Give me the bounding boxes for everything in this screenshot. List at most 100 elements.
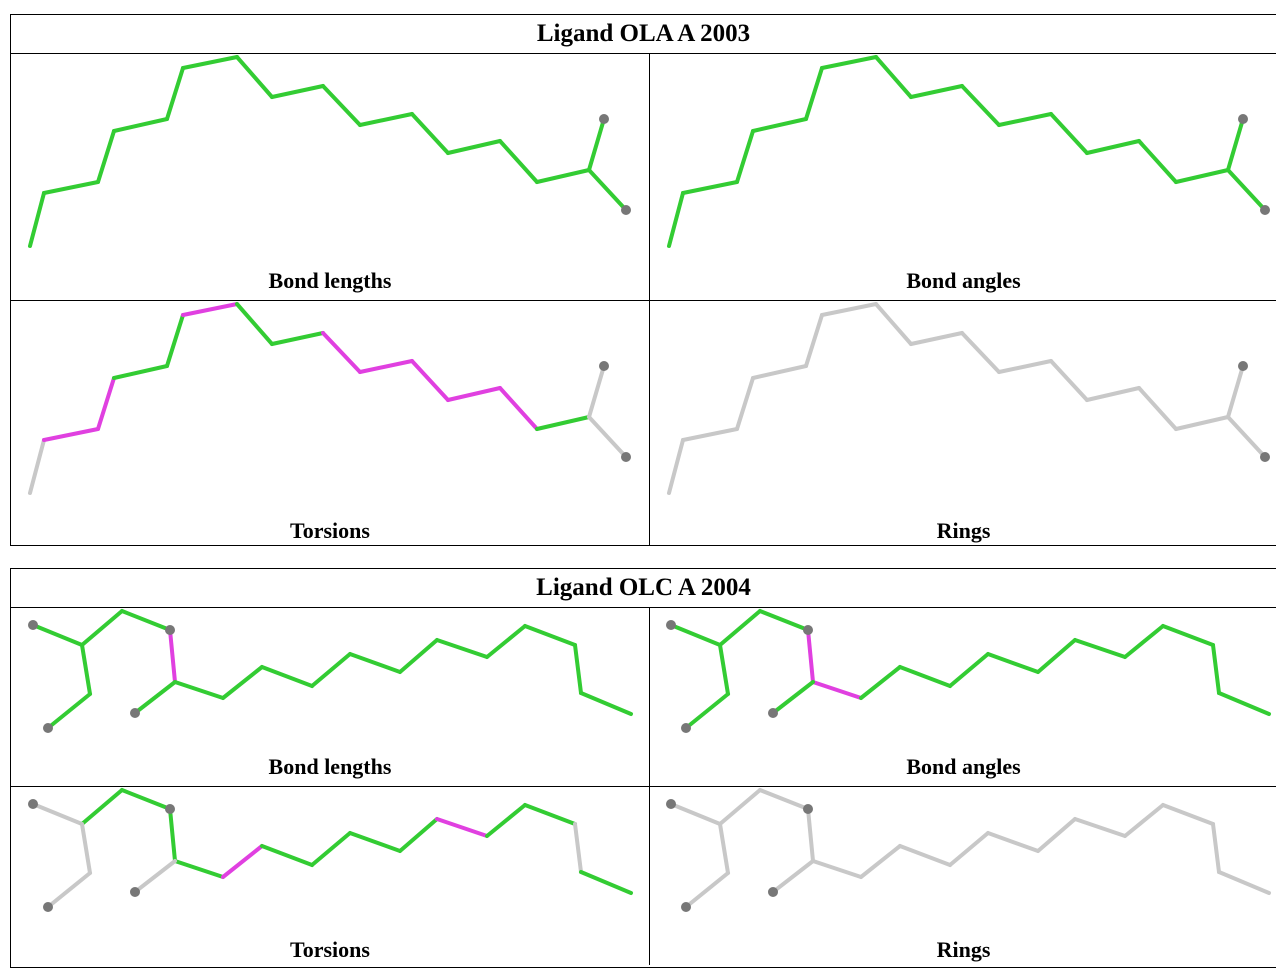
bond xyxy=(448,388,500,400)
bond xyxy=(686,873,728,907)
bond xyxy=(98,378,114,429)
bond xyxy=(683,182,737,193)
bond xyxy=(806,68,822,119)
bond xyxy=(537,170,589,182)
atom xyxy=(1238,361,1248,371)
bond xyxy=(813,861,861,877)
bond xyxy=(911,333,962,344)
bond xyxy=(167,315,183,366)
bond xyxy=(962,333,999,372)
bond xyxy=(1228,417,1265,457)
atom xyxy=(681,902,691,912)
bond xyxy=(1051,114,1087,153)
atom xyxy=(1238,114,1248,124)
bond xyxy=(500,141,537,182)
bond xyxy=(760,611,808,630)
bond xyxy=(1163,805,1213,824)
molecule xyxy=(669,304,1270,493)
bond xyxy=(114,119,167,131)
bond xyxy=(589,170,626,210)
bond xyxy=(720,790,760,824)
bond xyxy=(114,366,167,378)
atom xyxy=(43,723,53,733)
bond xyxy=(135,861,175,892)
bond xyxy=(223,667,262,698)
bond xyxy=(350,833,400,851)
bond xyxy=(876,304,911,344)
molecule xyxy=(666,611,1269,733)
molecule xyxy=(666,790,1269,912)
bond xyxy=(437,819,487,836)
bond xyxy=(988,654,1038,672)
bond xyxy=(1219,693,1269,714)
bond xyxy=(312,654,350,686)
bond xyxy=(1219,872,1269,893)
bond xyxy=(223,846,262,877)
atom xyxy=(621,205,631,215)
atom xyxy=(803,804,813,814)
atom xyxy=(130,887,140,897)
atom xyxy=(28,620,38,630)
bond xyxy=(525,626,575,645)
bond xyxy=(360,114,412,125)
bond xyxy=(170,630,175,682)
bond xyxy=(999,361,1051,372)
atom xyxy=(165,625,175,635)
bond xyxy=(262,667,312,686)
bond xyxy=(237,304,272,344)
bond xyxy=(1075,819,1125,836)
bond xyxy=(1228,170,1265,210)
bond xyxy=(500,388,537,429)
bond xyxy=(822,304,876,315)
atom xyxy=(666,799,676,809)
bond xyxy=(1038,640,1075,672)
bond xyxy=(813,682,861,698)
atom xyxy=(666,620,676,630)
bond xyxy=(876,57,911,97)
bond xyxy=(525,805,575,824)
bond xyxy=(1139,388,1176,429)
bond xyxy=(720,611,760,645)
bond xyxy=(1176,170,1228,182)
bond xyxy=(808,630,813,682)
bond xyxy=(575,645,581,693)
bond xyxy=(900,667,950,686)
bond xyxy=(720,824,728,873)
bond xyxy=(753,119,806,131)
bond xyxy=(312,833,350,865)
bond xyxy=(98,131,114,182)
bond xyxy=(487,626,525,657)
bond xyxy=(537,417,589,429)
bond xyxy=(360,361,412,372)
bond xyxy=(773,682,813,713)
bond xyxy=(48,873,90,907)
bond xyxy=(737,378,753,429)
bond xyxy=(122,790,170,809)
atom xyxy=(165,804,175,814)
bond xyxy=(412,361,448,400)
bond xyxy=(737,131,753,182)
bond xyxy=(1228,366,1243,417)
bond xyxy=(448,141,500,153)
bond xyxy=(487,805,525,836)
atom xyxy=(803,625,813,635)
bond xyxy=(686,694,728,728)
bond xyxy=(773,861,813,892)
bond xyxy=(1213,645,1219,693)
atom xyxy=(681,723,691,733)
molecule xyxy=(669,57,1270,246)
bond xyxy=(82,645,90,694)
bond xyxy=(323,333,360,372)
bond xyxy=(822,57,876,68)
atom xyxy=(130,708,140,718)
bond xyxy=(1139,141,1176,182)
bond xyxy=(167,68,183,119)
bond xyxy=(669,440,683,493)
atom xyxy=(621,452,631,462)
bond xyxy=(437,640,487,657)
bond xyxy=(911,86,962,97)
bond xyxy=(400,819,437,851)
bond xyxy=(350,654,400,672)
bond xyxy=(900,846,950,865)
bond xyxy=(1125,626,1163,657)
